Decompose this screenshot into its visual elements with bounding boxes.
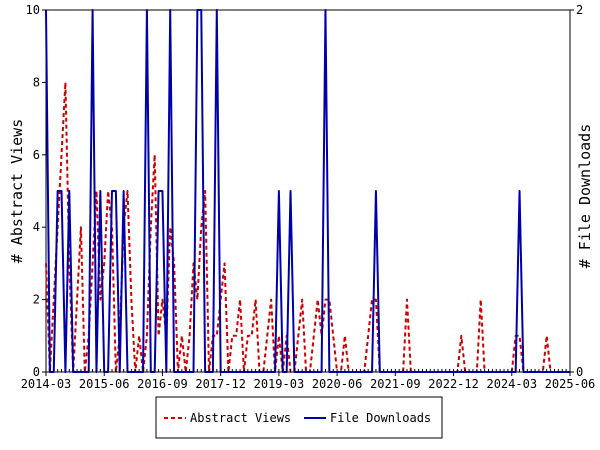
- x-tick-label: 2020-06: [312, 377, 363, 391]
- y-right-axis-title: # File Downloads: [576, 124, 594, 269]
- legend-downloads-label: File Downloads: [330, 411, 431, 425]
- y-left-tick-label: 2: [33, 293, 40, 307]
- x-tick-label: 2014-03: [21, 377, 72, 391]
- y-left-tick-label: 8: [33, 75, 40, 89]
- x-tick-label: 2016-09: [137, 377, 188, 391]
- x-tick-label: 2015-06: [79, 377, 130, 391]
- y-left-axis-title: # Abstract Views: [8, 119, 26, 264]
- y-left-tick-label: 0: [33, 365, 40, 379]
- y-left-tick-label: 4: [33, 220, 40, 234]
- series-file-downloads-line: [45, 9, 570, 373]
- x-tick-label: 2022-12: [428, 377, 479, 391]
- ticks-layer: 2014-03 2015-06 2016-09 2017-12 2019-03 2020-…: [21, 3, 596, 391]
- x-tick-label: 2021-09: [370, 377, 421, 391]
- y-right-tick-label: 0: [576, 365, 583, 379]
- x-tick-label: 2019-03: [254, 377, 305, 391]
- legend-box: [155, 396, 443, 439]
- legend-views-label: Abstract Views: [190, 411, 291, 425]
- x-tick-label: 2017-12: [195, 377, 246, 391]
- y-left-tick-label: 10: [26, 3, 40, 17]
- y-right-tick-label: 2: [576, 3, 583, 17]
- y-left-tick-label: 6: [33, 148, 40, 162]
- series-layer: [45, 9, 570, 373]
- x-tick-label: 2025-06: [545, 377, 596, 391]
- x-tick-label: 2024-03: [486, 377, 537, 391]
- legend: Abstract Views File Downloads: [155, 396, 443, 439]
